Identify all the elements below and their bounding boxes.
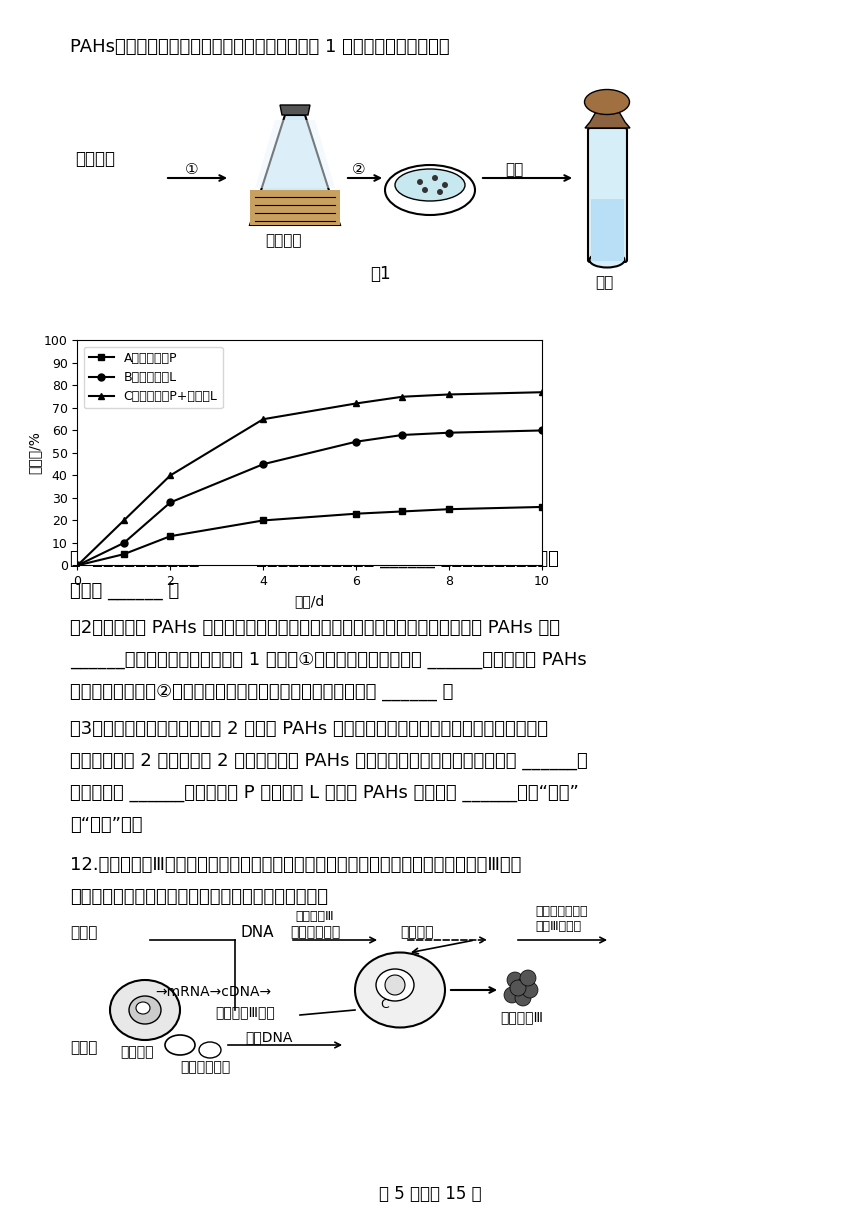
Ellipse shape bbox=[355, 952, 445, 1028]
FancyBboxPatch shape bbox=[591, 199, 624, 261]
Ellipse shape bbox=[385, 165, 475, 215]
Text: 人体细胞: 人体细胞 bbox=[120, 1045, 153, 1059]
B组：微生物L bbox=[72, 558, 83, 573]
B组：微生物L bbox=[119, 535, 129, 550]
C组：微生物P+微生物L bbox=[165, 468, 175, 483]
C组：微生物P+微生物L bbox=[72, 558, 83, 573]
B组：微生物L bbox=[258, 457, 268, 472]
Line: C组：微生物P+微生物L: C组：微生物P+微生物L bbox=[74, 389, 545, 569]
Ellipse shape bbox=[110, 980, 180, 1040]
Circle shape bbox=[507, 972, 523, 987]
C组：微生物P+微生物L bbox=[537, 385, 547, 400]
C组：微生物P+微生物L bbox=[397, 389, 408, 404]
Text: PAHs的微生物，进行了相关实验，相关流程如图 1 所示。回答下列问题：: PAHs的微生物，进行了相关实验，相关流程如图 1 所示。回答下列问题： bbox=[70, 38, 450, 56]
C组：微生物P+微生物L bbox=[119, 513, 129, 528]
Text: 相关结果如图 2 所示。据图 2 分析，在降解 PAHs 方面，两种微生物中能力更强的是 ______，: 相关结果如图 2 所示。据图 2 分析，在降解 PAHs 方面，两种微生物中能力… bbox=[70, 751, 587, 770]
Ellipse shape bbox=[129, 996, 161, 1024]
Text: →mRNA→cDNA→: →mRNA→cDNA→ bbox=[155, 985, 271, 1000]
Circle shape bbox=[504, 987, 520, 1003]
A组：微生物P bbox=[444, 502, 454, 517]
Ellipse shape bbox=[136, 1002, 150, 1014]
Text: 土壤样品: 土壤样品 bbox=[75, 150, 115, 168]
Circle shape bbox=[442, 182, 448, 188]
B组：微生物L bbox=[397, 428, 408, 443]
A组：微生物P bbox=[119, 547, 129, 562]
Text: 原因是 ______ 。: 原因是 ______ 。 bbox=[70, 582, 179, 599]
Ellipse shape bbox=[589, 253, 624, 268]
Circle shape bbox=[385, 975, 405, 995]
Circle shape bbox=[522, 983, 538, 998]
Circle shape bbox=[417, 179, 423, 185]
C组：微生物P+微生物L bbox=[258, 412, 268, 427]
B组：微生物L bbox=[537, 423, 547, 438]
A组：微生物P bbox=[397, 505, 408, 519]
Text: 接种: 接种 bbox=[505, 162, 523, 178]
Text: 12.　人凝血酶Ⅲ是一种分泌蛋白，可预防和治疗急、慢性血栓。为高效生产人凝血酶Ⅲ，某: 12. 人凝血酶Ⅲ是一种分泌蛋白，可预防和治疗急、慢性血栓。为高效生产人凝血酶Ⅲ… bbox=[70, 856, 521, 874]
FancyBboxPatch shape bbox=[588, 128, 627, 261]
Text: 选择培合: 选择培合 bbox=[265, 233, 302, 248]
Text: 重组DNA: 重组DNA bbox=[245, 1030, 292, 1045]
Legend: A组：微生物P, B组：微生物L, C组：微生物P+微生物L: A组：微生物P, B组：微生物L, C组：微生物P+微生物L bbox=[83, 347, 223, 409]
A组：微生物P bbox=[258, 513, 268, 528]
A组：微生物P bbox=[351, 506, 361, 520]
C组：微生物P+微生物L bbox=[444, 387, 454, 401]
Polygon shape bbox=[250, 190, 340, 225]
Polygon shape bbox=[280, 105, 310, 116]
Text: 菌种: 菌种 bbox=[595, 275, 613, 289]
Text: 或“拮抗”）。: 或“拮抗”）。 bbox=[70, 816, 143, 834]
Text: 判断依据是 ______，且微生物 P 和微生物 L 在降解 PAHs 方面相互 ______（填“协同”: 判断依据是 ______，且微生物 P 和微生物 L 在降解 PAHs 方面相互… bbox=[70, 784, 579, 803]
Circle shape bbox=[515, 990, 531, 1006]
Text: 人凝血酶Ⅲ: 人凝血酶Ⅲ bbox=[500, 1010, 543, 1024]
Text: 第 5 页，共 15 页: 第 5 页，共 15 页 bbox=[378, 1186, 482, 1203]
Y-axis label: 降解率/%: 降解率/% bbox=[27, 432, 41, 474]
Text: 的微生物进行过程②的纯培合，据图分析，所采用的接种方法是 ______ 。: 的微生物进行过程②的纯培合，据图分析，所采用的接种方法是 ______ 。 bbox=[70, 683, 453, 700]
Polygon shape bbox=[250, 116, 340, 225]
Ellipse shape bbox=[395, 169, 465, 201]
Polygon shape bbox=[255, 120, 335, 188]
A组：微生物P bbox=[165, 529, 175, 544]
Text: （2）根据降解 PAHs 的微生物的特性进行培合基的配制时，需要在培合基中添加 PAHs 作为: （2）根据降解 PAHs 的微生物的特性进行培合基的配制时，需要在培合基中添加 … bbox=[70, 619, 560, 637]
Ellipse shape bbox=[585, 90, 630, 114]
Text: 基因表达载体: 基因表达载体 bbox=[290, 925, 341, 939]
Circle shape bbox=[437, 188, 443, 195]
Text: 兴趣小组提出了两种方法，如图所示。回答下列问题：: 兴趣小组提出了两种方法，如图所示。回答下列问题： bbox=[70, 888, 328, 906]
Text: 人凝血酶Ⅲ: 人凝血酶Ⅲ bbox=[295, 910, 334, 923]
Text: ______，然后将土壤样品进行图 1 中过程①的选择培合，其目的是 ______；再对降解 PAHs: ______，然后将土壤样品进行图 1 中过程①的选择培合，其目的是 _____… bbox=[70, 651, 587, 669]
B组：微生物L bbox=[444, 426, 454, 440]
Text: 图2: 图2 bbox=[249, 530, 270, 548]
Text: （3）科研人员从土壤中分离到 2 种降解 PAHs 的微生物，并对两者的分解能力进行了检测，: （3）科研人员从土壤中分离到 2 种降解 PAHs 的微生物，并对两者的分解能力… bbox=[70, 720, 548, 738]
Ellipse shape bbox=[376, 969, 414, 1001]
Ellipse shape bbox=[199, 1042, 221, 1058]
Text: ②: ② bbox=[352, 162, 365, 178]
A组：微生物P bbox=[72, 558, 83, 573]
Text: ①: ① bbox=[185, 162, 199, 178]
Circle shape bbox=[520, 970, 536, 986]
Text: 大肠杆菌质粒: 大肠杆菌质粒 bbox=[180, 1060, 230, 1074]
Circle shape bbox=[510, 980, 526, 996]
Polygon shape bbox=[585, 95, 630, 128]
Text: 牛受精卵: 牛受精卵 bbox=[400, 925, 433, 939]
B组：微生物L bbox=[351, 434, 361, 449]
Text: （1）为筛选出能高效降解 PAHs 的微生物，科研人员常从 ______ 的土壤中采样，这样做的: （1）为筛选出能高效降解 PAHs 的微生物，科研人员常从 ______ 的土壤… bbox=[70, 550, 559, 568]
Text: 能分泌含有人凝: 能分泌含有人凝 bbox=[535, 905, 587, 918]
B组：微生物L bbox=[165, 495, 175, 510]
Line: B组：微生物L: B组：微生物L bbox=[74, 427, 545, 569]
C组：微生物P+微生物L bbox=[351, 396, 361, 411]
Circle shape bbox=[517, 976, 533, 993]
Circle shape bbox=[432, 175, 438, 181]
Text: 方法一: 方法一 bbox=[70, 925, 97, 940]
Text: 方法二: 方法二 bbox=[70, 1040, 97, 1055]
Text: C: C bbox=[380, 998, 389, 1010]
Text: 血酶Ⅲ的奶牛: 血酶Ⅲ的奶牛 bbox=[535, 921, 581, 933]
Line: A组：微生物P: A组：微生物P bbox=[74, 503, 545, 569]
A组：微生物P bbox=[537, 500, 547, 514]
X-axis label: 时间/d: 时间/d bbox=[294, 593, 325, 608]
Text: 图1: 图1 bbox=[370, 265, 390, 283]
Ellipse shape bbox=[165, 1035, 195, 1055]
Text: 人凝血酶Ⅲ基因: 人凝血酶Ⅲ基因 bbox=[215, 1004, 274, 1019]
Text: DNA: DNA bbox=[240, 925, 273, 940]
Circle shape bbox=[422, 187, 428, 193]
